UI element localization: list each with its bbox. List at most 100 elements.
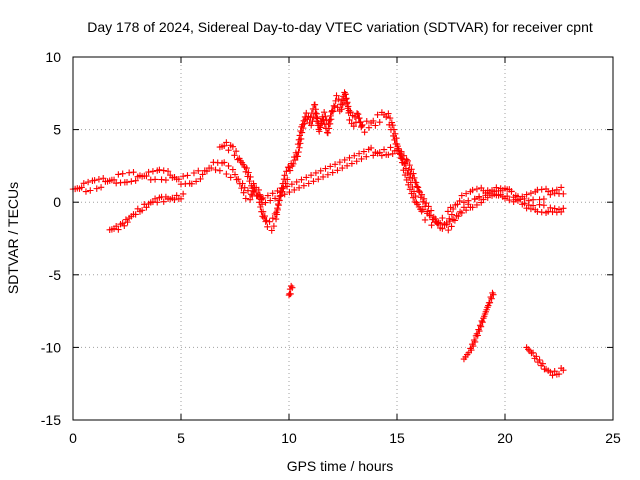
data-point bbox=[469, 204, 476, 211]
data-point bbox=[529, 202, 537, 209]
data-point bbox=[418, 191, 426, 198]
data-point bbox=[235, 175, 242, 183]
data-point bbox=[465, 201, 472, 208]
data-point bbox=[411, 174, 418, 182]
data-point bbox=[115, 226, 122, 233]
data-point bbox=[297, 140, 304, 147]
data-point bbox=[385, 110, 392, 117]
data-point bbox=[404, 169, 411, 177]
data-point bbox=[497, 191, 504, 198]
data-point bbox=[539, 360, 546, 367]
grid-layer bbox=[73, 57, 613, 420]
data-point bbox=[421, 216, 429, 224]
data-point bbox=[536, 356, 543, 364]
data-point bbox=[527, 189, 535, 197]
data-point bbox=[551, 368, 558, 375]
data-point bbox=[359, 121, 366, 129]
data-point bbox=[484, 194, 491, 201]
data-point bbox=[344, 103, 352, 110]
data-point bbox=[479, 319, 486, 326]
data-point bbox=[162, 176, 170, 184]
data-point bbox=[533, 353, 540, 360]
data-point bbox=[350, 122, 357, 130]
data-point bbox=[407, 170, 414, 178]
data-point bbox=[346, 116, 353, 124]
data-point bbox=[333, 92, 340, 99]
data-point bbox=[248, 191, 255, 198]
data-point bbox=[123, 178, 131, 186]
data-point bbox=[160, 198, 167, 205]
data-point bbox=[477, 323, 485, 330]
data-point bbox=[419, 206, 427, 213]
data-point bbox=[470, 342, 477, 350]
data-point bbox=[294, 153, 301, 160]
data-point bbox=[475, 193, 483, 200]
data-point bbox=[424, 208, 431, 215]
data-point bbox=[446, 217, 454, 225]
data-point bbox=[437, 220, 444, 227]
data-point bbox=[491, 188, 498, 195]
data-point bbox=[164, 168, 172, 175]
data-point bbox=[356, 114, 363, 122]
data-point bbox=[156, 166, 163, 174]
data-point bbox=[380, 146, 388, 153]
data-point bbox=[266, 218, 273, 225]
data-point bbox=[400, 152, 408, 159]
data-point bbox=[124, 218, 131, 226]
data-point bbox=[404, 157, 411, 165]
data-point bbox=[512, 192, 519, 199]
data-point bbox=[287, 282, 295, 290]
data-point bbox=[406, 161, 413, 169]
data-point bbox=[476, 327, 483, 335]
data-point bbox=[386, 114, 394, 122]
data-point bbox=[284, 176, 291, 183]
data-point bbox=[372, 122, 379, 129]
data-point bbox=[456, 197, 463, 205]
data-point bbox=[501, 185, 509, 192]
data-point bbox=[551, 205, 558, 212]
data-point bbox=[443, 221, 450, 228]
data-point bbox=[314, 115, 321, 122]
data-point bbox=[282, 180, 289, 187]
data-point bbox=[329, 108, 337, 115]
data-point bbox=[547, 191, 554, 198]
data-point bbox=[560, 366, 567, 374]
data-point bbox=[291, 186, 298, 194]
data-point bbox=[516, 196, 524, 203]
data-point bbox=[199, 171, 206, 178]
data-point bbox=[281, 172, 288, 179]
data-point bbox=[173, 192, 180, 199]
data-point bbox=[258, 195, 265, 203]
data-point bbox=[113, 222, 120, 230]
data-point bbox=[389, 122, 396, 129]
data-point bbox=[188, 180, 195, 188]
data-point bbox=[455, 212, 462, 220]
data-point bbox=[399, 155, 406, 163]
data-point bbox=[355, 150, 363, 157]
data-point bbox=[324, 129, 332, 137]
data-point bbox=[286, 167, 294, 174]
plot-frame bbox=[72, 56, 614, 421]
data-point bbox=[508, 188, 515, 195]
data-point bbox=[353, 110, 361, 117]
data-point bbox=[184, 172, 191, 179]
data-point bbox=[179, 190, 187, 198]
data-point bbox=[240, 189, 247, 196]
data-point bbox=[555, 370, 563, 378]
data-point bbox=[276, 193, 284, 200]
data-point bbox=[319, 113, 326, 121]
data-point bbox=[410, 170, 417, 177]
data-point bbox=[298, 129, 306, 136]
data-point bbox=[348, 160, 356, 167]
data-point bbox=[78, 184, 85, 191]
data-point bbox=[279, 185, 286, 192]
data-point bbox=[354, 111, 362, 118]
data-point bbox=[557, 184, 565, 191]
data-point bbox=[468, 346, 475, 354]
data-point bbox=[412, 179, 420, 186]
data-point bbox=[495, 187, 502, 195]
data-point bbox=[351, 152, 358, 159]
data-point bbox=[480, 196, 487, 203]
data-point bbox=[160, 167, 167, 174]
